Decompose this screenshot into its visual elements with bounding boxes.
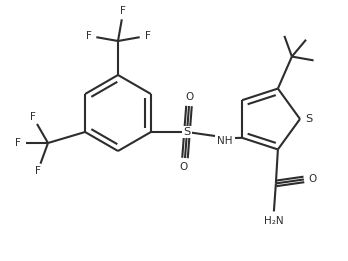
Text: O: O (180, 162, 188, 172)
Text: F: F (15, 138, 21, 148)
Text: F: F (35, 166, 41, 176)
Text: O: O (309, 174, 317, 185)
Text: NH: NH (217, 136, 233, 146)
Text: F: F (145, 31, 150, 41)
Text: S: S (183, 127, 191, 137)
Text: O: O (186, 92, 194, 102)
Text: S: S (306, 114, 313, 124)
Text: H₂N: H₂N (264, 216, 284, 227)
Text: F: F (30, 112, 36, 122)
Text: F: F (120, 7, 126, 16)
Text: F: F (86, 31, 92, 41)
